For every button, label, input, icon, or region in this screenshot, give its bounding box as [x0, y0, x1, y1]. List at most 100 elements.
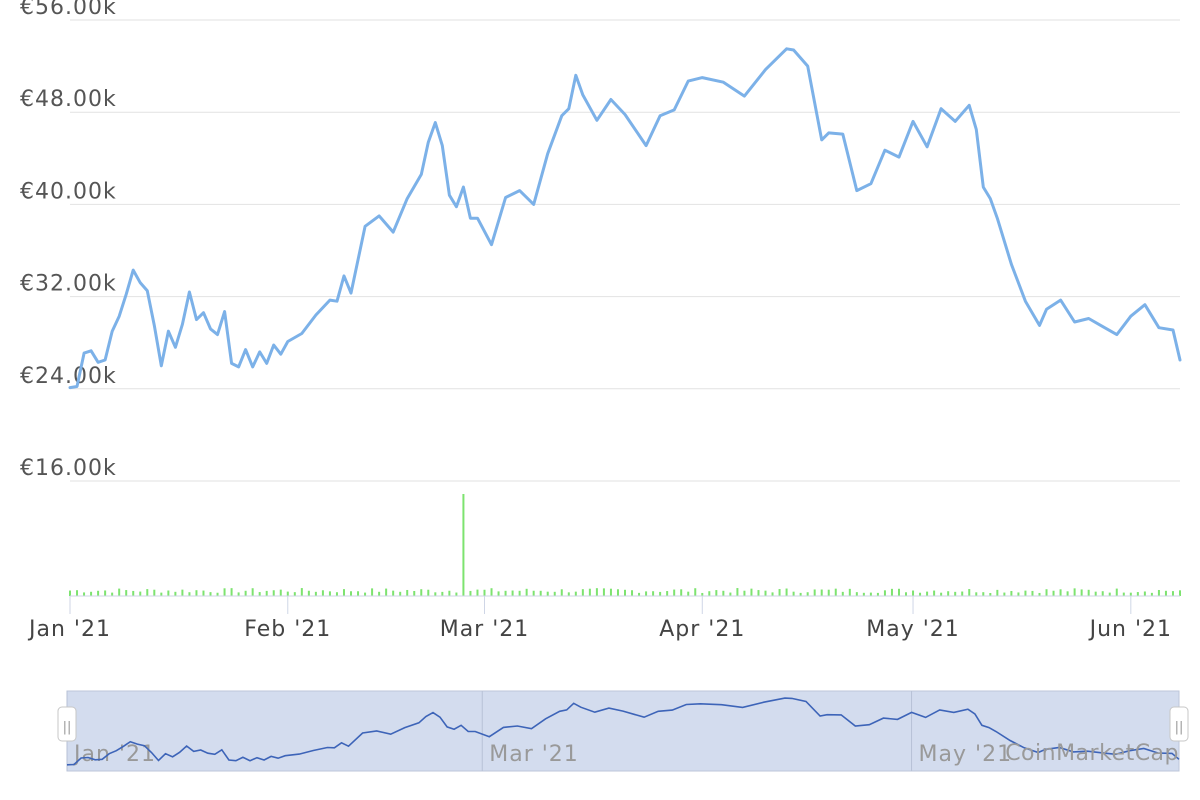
x-tick-label: Apr '21 [659, 617, 745, 642]
volume-bar [659, 591, 662, 596]
volume-bar [455, 592, 458, 596]
volume-bar [1087, 589, 1090, 596]
volume-bar [1052, 590, 1055, 596]
credit-label: CoinMarketCap [1005, 741, 1179, 766]
volume-bar [708, 591, 711, 596]
volume-bar [834, 588, 837, 596]
price-series [68, 47, 1182, 390]
volume-bar [890, 588, 893, 596]
volume-bar [1136, 592, 1139, 596]
volume-bar [848, 588, 851, 596]
volume-bars [69, 494, 1181, 597]
volume-bar [427, 589, 430, 596]
volume-bar [111, 592, 114, 596]
volume-bar [293, 592, 296, 596]
volume-bar [476, 589, 479, 596]
volume-bar [413, 590, 416, 596]
volume-bar [778, 589, 781, 596]
volume-bar [202, 590, 205, 596]
volume-bar [715, 590, 718, 596]
volume-bar [546, 591, 549, 596]
volume-bar [1150, 592, 1153, 596]
volume-bar [244, 590, 247, 596]
volume-bar [441, 591, 444, 596]
navigator-right-handle[interactable] [1169, 706, 1189, 742]
volume-bar [855, 592, 858, 596]
volume-bar [125, 590, 128, 596]
volume-bar [209, 592, 212, 596]
range-navigator[interactable]: Jan '21 Mar '21 May '21 || || [57, 690, 1189, 772]
volume-bar [237, 592, 240, 596]
volume-bar [392, 590, 395, 596]
volume-bar [286, 591, 289, 596]
volume-bar [1031, 590, 1034, 596]
volume-bar [1115, 588, 1118, 596]
navigator-left-handle[interactable] [57, 706, 77, 742]
volume-bar [490, 588, 493, 596]
volume-bar [560, 589, 563, 596]
volume-bar [532, 590, 535, 596]
volume-bar [385, 588, 388, 596]
volume-bar [1101, 591, 1104, 596]
volume-bar [420, 589, 423, 596]
volume-bar [820, 589, 823, 596]
volume-bar [497, 591, 500, 596]
volume-bar [518, 590, 521, 596]
volume-bar [1122, 592, 1125, 596]
volume-bar [1179, 590, 1181, 596]
volume-bar [90, 591, 93, 596]
volume-bar [272, 590, 275, 596]
volume-bar [996, 589, 999, 596]
volume-bar [912, 590, 915, 596]
volume-bar [862, 592, 865, 596]
volume-bar [743, 590, 746, 596]
volume-bar [469, 590, 472, 596]
volume-bar [947, 591, 950, 596]
volume-bar [1171, 591, 1174, 596]
volume-bar [174, 591, 177, 596]
volume-bar [307, 590, 310, 596]
volume-bar [940, 592, 943, 596]
volume-bar [1073, 588, 1076, 596]
volume-bar [181, 589, 184, 596]
x-tick-label: Feb '21 [244, 617, 331, 642]
volume-bar [335, 592, 338, 596]
volume-bar [764, 590, 767, 596]
y-tick-label: €32.00k [20, 272, 117, 297]
volume-bar [104, 590, 107, 596]
x-axis: Jan '21 Feb '21 Mar '21 Apr '21 May '21 Jun '… [27, 595, 1180, 642]
volume-bar [645, 591, 648, 596]
volume-bar [434, 592, 437, 596]
volume-bar [525, 588, 528, 596]
volume-bar [799, 592, 802, 596]
volume-bar [933, 590, 936, 596]
volume-bar [609, 588, 612, 596]
y-tick-label: €16.00k [20, 456, 117, 481]
volume-bar [729, 592, 732, 596]
volume-bar [223, 588, 226, 596]
volume-bar [694, 588, 697, 596]
volume-bar [905, 592, 908, 596]
volume-bar [785, 588, 788, 596]
volume-bar [841, 591, 844, 596]
y-tick-label: €48.00k [20, 87, 117, 112]
volume-bar [342, 589, 345, 596]
volume-bar [258, 592, 261, 596]
handle-grip-glyph: || [63, 720, 72, 735]
volume-bar [160, 592, 163, 596]
y-tick-label: €24.00k [20, 364, 117, 389]
navigator-tick-label: Mar '21 [489, 742, 579, 767]
volume-bar [511, 590, 514, 596]
x-tick-label: May '21 [866, 617, 960, 642]
volume-bar [968, 589, 971, 596]
volume-bar [139, 591, 142, 596]
volume-bar [1108, 592, 1111, 596]
volume-bar [954, 591, 957, 596]
volume-bar [736, 588, 739, 596]
volume-bar [1017, 592, 1020, 596]
volume-bar [97, 590, 100, 596]
volume-bar [279, 589, 282, 596]
volume-bar [680, 589, 683, 596]
volume-bar [975, 592, 978, 596]
